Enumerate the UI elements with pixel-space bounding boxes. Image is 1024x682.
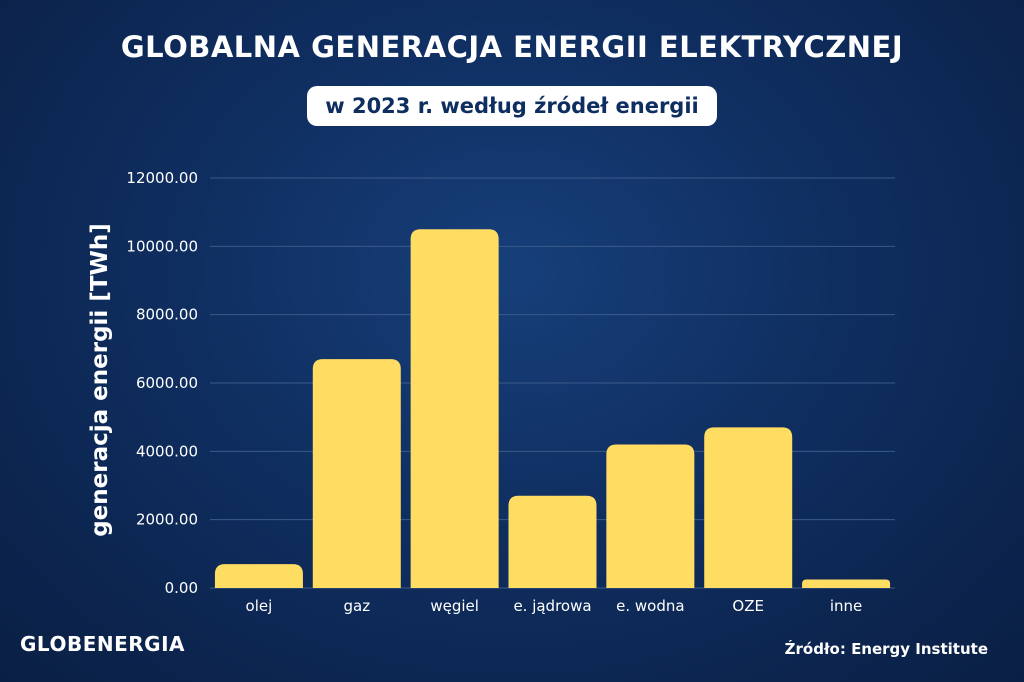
chart-title: GLOBALNA GENERACJA ENERGII ELEKTRYCZNEJ bbox=[120, 30, 904, 64]
y-tick-label: 6000.00 bbox=[136, 374, 198, 392]
y-tick-label: 4000.00 bbox=[136, 442, 198, 460]
bar-4 bbox=[606, 444, 695, 588]
x-category-label: e. wodna bbox=[616, 597, 684, 615]
y-tick-label: 10000.00 bbox=[126, 237, 198, 255]
y-tick-label: 12000.00 bbox=[126, 169, 198, 187]
y-tick-label: 2000.00 bbox=[136, 511, 198, 529]
y-axis-label: generacja energii [TWh] bbox=[87, 223, 113, 537]
source-note: Źródło: Energy Institute bbox=[784, 640, 988, 658]
x-category-label: gaz bbox=[343, 597, 370, 615]
y-tick-label: 0.00 bbox=[165, 579, 198, 597]
x-category-label: e. jądrowa bbox=[513, 597, 591, 615]
x-category-label: inne bbox=[830, 597, 862, 615]
bar-3 bbox=[508, 495, 597, 588]
globenergia-logo: GLOBENERGIA bbox=[20, 632, 185, 656]
bar-1 bbox=[312, 359, 401, 588]
x-category-label: węgiel bbox=[430, 597, 479, 615]
x-category-label: OZE bbox=[732, 597, 764, 615]
chart-subtitle: w 2023 r. według źródeł energii bbox=[307, 86, 717, 126]
y-tick-label: 8000.00 bbox=[136, 306, 198, 324]
x-category-label: olej bbox=[246, 597, 273, 615]
bar-2 bbox=[410, 229, 499, 588]
bar-0 bbox=[214, 564, 303, 588]
bar-6 bbox=[802, 579, 891, 588]
bar-5 bbox=[704, 427, 793, 588]
